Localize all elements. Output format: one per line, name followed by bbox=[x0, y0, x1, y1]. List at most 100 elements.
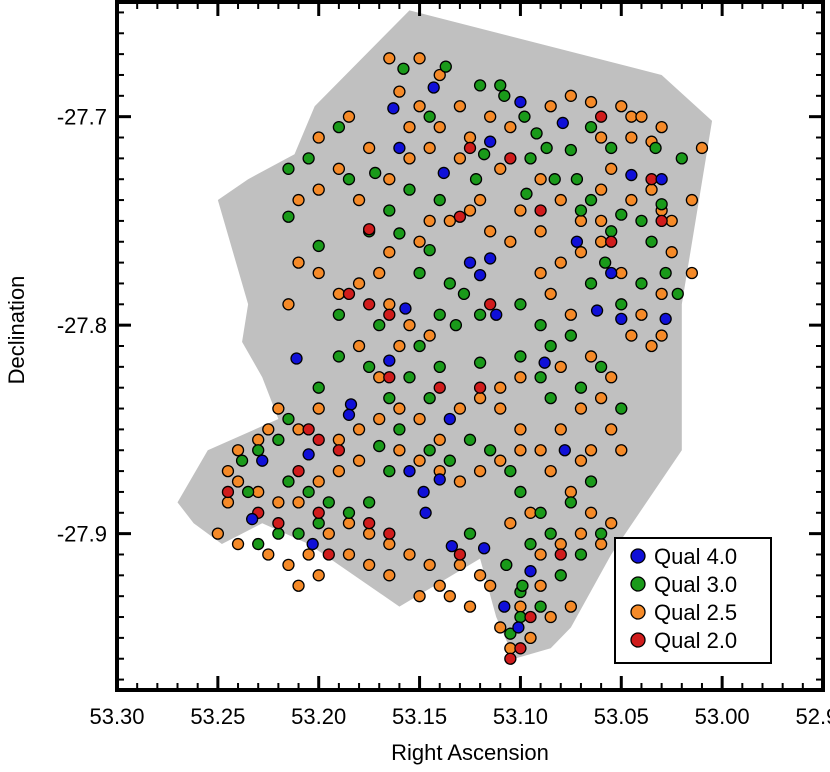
data-point bbox=[252, 433, 265, 446]
data-point bbox=[625, 110, 638, 123]
data-point bbox=[615, 402, 628, 415]
data-point bbox=[352, 339, 366, 353]
data-point bbox=[659, 266, 672, 280]
data-point bbox=[605, 423, 618, 436]
data-point bbox=[433, 360, 446, 373]
data-point bbox=[241, 485, 255, 499]
data-point bbox=[252, 537, 265, 551]
data-point bbox=[342, 173, 356, 186]
data-point bbox=[605, 371, 618, 384]
data-point bbox=[373, 439, 386, 453]
data-point bbox=[504, 152, 517, 165]
data-point bbox=[423, 444, 436, 457]
data-point bbox=[473, 79, 487, 92]
data-point bbox=[534, 173, 547, 186]
data-point bbox=[655, 198, 668, 211]
data-point bbox=[302, 152, 315, 165]
data-point bbox=[413, 100, 426, 113]
data-point bbox=[524, 565, 537, 578]
data-point bbox=[574, 548, 588, 561]
data-point bbox=[615, 312, 628, 326]
data-point bbox=[635, 308, 648, 321]
data-point bbox=[645, 235, 658, 248]
legend-marker bbox=[630, 604, 646, 620]
data-point bbox=[524, 631, 537, 645]
data-point bbox=[473, 464, 487, 478]
data-point bbox=[584, 277, 598, 290]
data-point bbox=[484, 135, 497, 148]
data-point bbox=[413, 339, 426, 353]
data-point bbox=[322, 548, 335, 561]
data-point bbox=[393, 423, 406, 436]
data-point bbox=[463, 600, 477, 613]
legend-entries: Qual 4.0 Qual 3.0 Qual 2.5 Qual 2.0 bbox=[630, 544, 737, 653]
data-point bbox=[413, 52, 426, 65]
data-point bbox=[469, 173, 483, 186]
data-point bbox=[433, 473, 446, 486]
data-point bbox=[594, 214, 608, 228]
data-point bbox=[221, 496, 235, 509]
data-point bbox=[665, 246, 678, 259]
data-point bbox=[393, 339, 406, 353]
data-point bbox=[494, 162, 507, 175]
data-point bbox=[413, 235, 426, 248]
data-point bbox=[282, 412, 295, 426]
data-point bbox=[423, 391, 436, 405]
data-point bbox=[514, 204, 527, 217]
data-point bbox=[615, 100, 628, 113]
data-point bbox=[534, 225, 547, 238]
data-point bbox=[584, 444, 598, 457]
data-point bbox=[494, 454, 507, 467]
data-point bbox=[453, 100, 467, 113]
data-point bbox=[574, 204, 588, 217]
data-point bbox=[282, 558, 295, 572]
data-point bbox=[605, 235, 618, 248]
data-point bbox=[649, 141, 662, 155]
data-point bbox=[564, 485, 578, 499]
data-point bbox=[594, 131, 608, 144]
data-point bbox=[332, 287, 346, 301]
data-point bbox=[554, 569, 567, 582]
data-point bbox=[322, 527, 335, 540]
data-point bbox=[514, 485, 527, 499]
y-tick-label: -27.9 bbox=[57, 522, 107, 547]
data-point bbox=[584, 475, 598, 488]
data-point bbox=[282, 162, 295, 175]
x-axis-tick-labels: 53.30 53.25 53.20 53.15 53.10 53.05 53.00 52.95 bbox=[89, 704, 830, 729]
data-point bbox=[534, 506, 547, 519]
data-point bbox=[524, 537, 537, 551]
data-point bbox=[302, 548, 315, 561]
y-tick-label: -27.8 bbox=[57, 313, 107, 338]
data-point bbox=[383, 371, 396, 384]
data-point bbox=[594, 360, 608, 373]
data-point bbox=[530, 127, 543, 140]
data-point bbox=[544, 287, 557, 301]
axis-ticks bbox=[115, 2, 825, 690]
data-point bbox=[312, 239, 325, 253]
data-point bbox=[312, 517, 325, 530]
data-point bbox=[554, 537, 567, 551]
y-axis-tick-labels: -27.7 -27.8 -27.9 bbox=[57, 105, 107, 547]
data-point bbox=[473, 569, 487, 582]
data-point bbox=[544, 527, 557, 540]
data-point bbox=[544, 464, 557, 478]
data-point bbox=[514, 610, 527, 624]
data-point bbox=[413, 266, 426, 280]
data-point bbox=[262, 548, 275, 561]
data-point bbox=[554, 360, 567, 373]
data-point bbox=[403, 548, 416, 561]
x-tick-label: 53.30 bbox=[89, 704, 144, 729]
y-axis-label: Declination bbox=[4, 276, 29, 385]
data-point bbox=[534, 444, 547, 457]
data-point bbox=[453, 475, 467, 488]
data-point bbox=[393, 227, 406, 240]
data-point bbox=[514, 423, 527, 436]
data-points-layer bbox=[211, 52, 709, 665]
data-point bbox=[231, 444, 245, 457]
data-point bbox=[453, 152, 467, 165]
x-tick-label: 53.00 bbox=[695, 704, 750, 729]
data-point bbox=[282, 475, 295, 488]
data-point bbox=[473, 193, 487, 207]
data-point bbox=[524, 506, 537, 519]
